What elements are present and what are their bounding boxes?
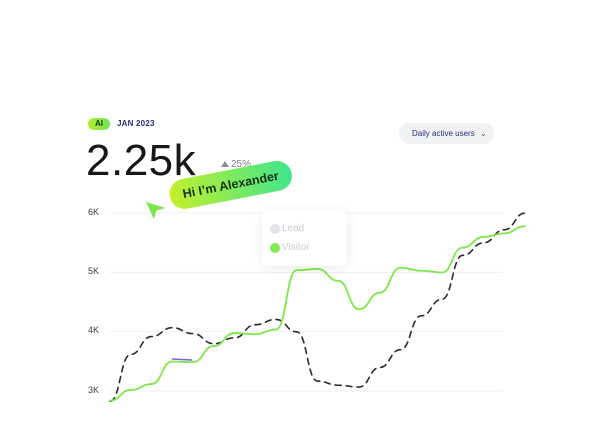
y-tick-label: 4K — [88, 325, 100, 335]
cursor-pointer-icon — [144, 200, 169, 222]
chart-tooltip: Lead Visitor — [262, 210, 347, 266]
arrow-up-icon — [221, 161, 229, 167]
y-tick-label: 6K — [88, 207, 100, 217]
date-label: JAN 2023 — [117, 119, 155, 128]
legend-dot — [270, 224, 280, 234]
delta-value: 25% — [231, 159, 252, 170]
tooltip-item-visitor: Visitor — [270, 242, 310, 253]
series-line-visitor — [109, 225, 526, 402]
tooltip-item-label: Visitor — [282, 242, 310, 253]
ai-badge: AI — [88, 118, 110, 130]
selection-marker — [171, 358, 193, 361]
metric-value: 2.25k — [86, 136, 197, 185]
metric-dropdown[interactable]: Daily active users ⌄ — [399, 123, 494, 144]
y-tick-label: 5K — [88, 266, 100, 276]
y-tick-label: 3K — [88, 385, 100, 395]
legend-dot — [270, 243, 280, 253]
delta-badge: 25% — [221, 159, 251, 170]
tooltip-item-lead: Lead — [270, 223, 305, 234]
tooltip-item-label: Lead — [282, 223, 305, 234]
series-line-lead — [109, 212, 526, 403]
metric-dropdown-label: Daily active users — [412, 129, 475, 138]
chart-series — [109, 212, 526, 403]
chevron-down-icon: ⌄ — [480, 129, 487, 138]
